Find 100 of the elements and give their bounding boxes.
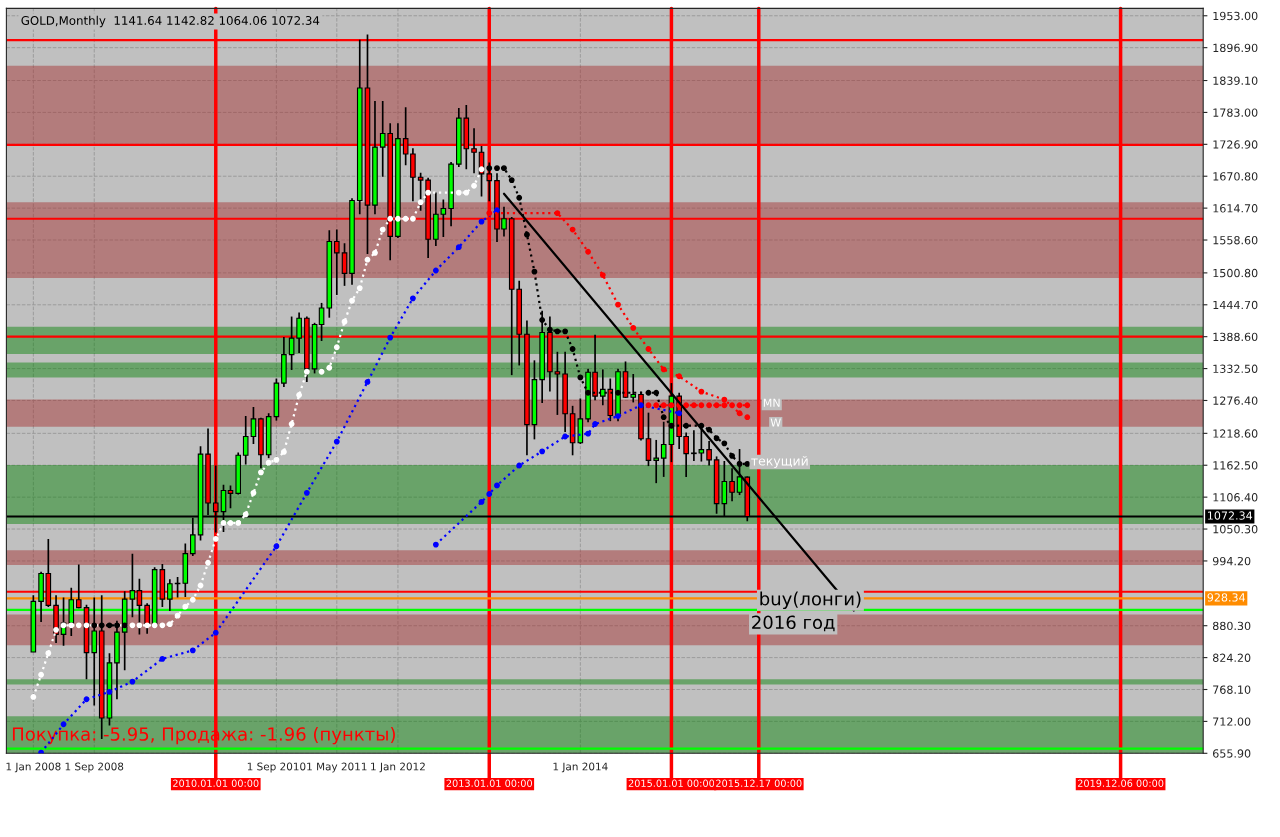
text: GOLD,Monthly 1141.64 1142.82 1064.06 1072.34 xyxy=(21,15,320,28)
point xyxy=(585,389,591,396)
y-tick-label: 1839.10 xyxy=(1213,76,1258,85)
point xyxy=(736,402,743,409)
annotation: W xyxy=(770,418,781,427)
point xyxy=(151,622,158,629)
point xyxy=(562,433,569,440)
ref-line-label: 1072.34 xyxy=(1208,511,1253,520)
y-tick-label: 655.90 xyxy=(1213,749,1251,758)
point xyxy=(296,392,303,398)
point xyxy=(212,535,219,542)
point xyxy=(45,650,52,657)
point xyxy=(53,626,59,633)
point xyxy=(478,166,485,173)
annotation: buy(лонги) xyxy=(760,591,861,610)
y-tick-label: 1500.80 xyxy=(1213,268,1258,278)
point xyxy=(409,295,416,302)
point xyxy=(242,511,249,518)
candlestick xyxy=(341,242,348,287)
point xyxy=(585,248,591,255)
point xyxy=(721,440,728,447)
point xyxy=(668,402,675,409)
point xyxy=(83,696,90,703)
point xyxy=(729,452,735,459)
ref-line-label: 928.34 xyxy=(1207,593,1246,602)
ref-line-label: 2010.01.01 00:00 xyxy=(173,779,259,787)
candlestick xyxy=(736,448,743,496)
point xyxy=(326,364,333,371)
point xyxy=(333,344,340,351)
candlestick xyxy=(318,302,325,342)
point xyxy=(494,165,500,172)
ref-line-label: 2015.01.01 00:00 xyxy=(628,779,715,787)
point xyxy=(729,402,735,409)
point xyxy=(721,402,728,409)
point xyxy=(706,402,713,409)
point xyxy=(129,678,136,685)
y-tick-label: 1162.50 xyxy=(1213,461,1258,470)
point xyxy=(30,694,37,700)
ref-line-label: 2013.01.01 00:00 xyxy=(446,779,532,787)
point xyxy=(645,402,652,409)
point xyxy=(341,318,348,325)
point xyxy=(592,421,598,427)
point xyxy=(106,688,113,695)
point xyxy=(273,543,280,550)
candlestick xyxy=(144,602,150,635)
point xyxy=(516,194,523,201)
ref-line-label: 2019.12.06 00:00 xyxy=(1077,779,1164,787)
point xyxy=(212,629,219,636)
point xyxy=(486,165,493,172)
y-tick-label: 1388.60 xyxy=(1213,332,1258,342)
candlestick xyxy=(729,467,735,503)
point xyxy=(387,215,394,222)
point xyxy=(539,317,546,323)
point xyxy=(660,366,667,373)
point xyxy=(713,402,720,409)
point xyxy=(205,559,211,566)
x-tick-label: 1 May 2011 xyxy=(307,762,367,773)
point xyxy=(744,402,751,409)
point xyxy=(630,325,637,331)
point xyxy=(660,402,667,409)
point xyxy=(303,489,310,496)
point xyxy=(144,622,151,629)
point xyxy=(121,622,128,629)
y-tick-label: 1276.40 xyxy=(1213,396,1258,405)
y-tick-label: 1332.50 xyxy=(1213,364,1258,373)
point xyxy=(531,268,538,275)
point xyxy=(288,421,295,427)
point xyxy=(721,396,728,403)
point xyxy=(387,334,394,341)
point xyxy=(364,379,371,385)
point xyxy=(197,582,204,589)
point xyxy=(736,410,743,417)
point xyxy=(402,215,409,222)
point xyxy=(683,402,690,409)
candlestick xyxy=(630,373,637,404)
y-tick-label: 880.30 xyxy=(1212,621,1251,631)
y-tick-label: 1558.60 xyxy=(1213,235,1258,245)
point xyxy=(524,231,530,238)
point xyxy=(494,482,500,489)
point xyxy=(516,462,523,469)
point xyxy=(690,402,697,409)
point xyxy=(486,491,493,497)
point xyxy=(508,177,515,184)
point xyxy=(455,244,462,251)
y-tick-label: 1726.90 xyxy=(1213,140,1258,149)
point xyxy=(683,422,690,429)
point xyxy=(356,285,363,292)
point xyxy=(744,460,751,467)
point xyxy=(159,622,166,629)
candlestick xyxy=(333,228,340,296)
point xyxy=(562,328,569,335)
point xyxy=(68,622,75,629)
point xyxy=(129,622,136,629)
point xyxy=(106,622,113,629)
point xyxy=(91,622,98,629)
point xyxy=(182,603,189,610)
point xyxy=(539,448,546,455)
point xyxy=(501,165,507,172)
point xyxy=(333,438,340,445)
point xyxy=(455,189,462,196)
